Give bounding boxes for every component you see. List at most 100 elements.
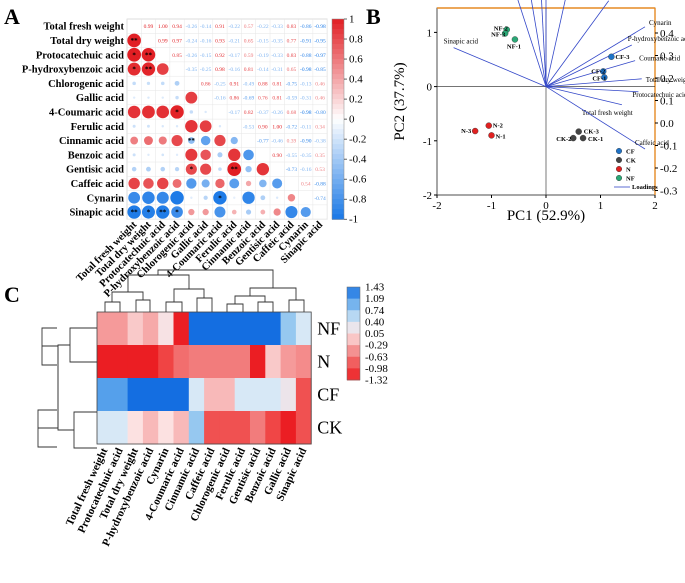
heatmap-cell (188, 312, 205, 346)
heatmap-row-label: N (317, 352, 330, 372)
correlation-dot (188, 208, 195, 216)
y-tick-label: -2 (423, 190, 432, 202)
heatmap-cell (112, 411, 128, 445)
heatmap-cell (280, 378, 297, 412)
significance-mark: ** (231, 166, 239, 174)
heatmap-cell (234, 345, 251, 379)
heatmap-cell (127, 345, 144, 379)
legend-label: NF (626, 176, 635, 183)
colorbar-step (332, 44, 344, 50)
correlation-value: 0.59 (244, 53, 254, 59)
dendrogram-branch (226, 303, 244, 312)
correlation-value: -0.11 (300, 124, 312, 130)
colorbar-step (332, 64, 344, 70)
heatmap-cell (219, 378, 236, 412)
correlation-dot (147, 124, 150, 128)
correlation-dot (187, 137, 195, 144)
heatmap-cell (142, 312, 159, 346)
loading-label: Coumaric acid (639, 55, 681, 63)
colorbar-step (332, 169, 344, 175)
colorbar-tick-label: 1 (349, 14, 355, 26)
score-point (608, 53, 615, 60)
score-point-label: CK-3 (584, 129, 600, 136)
heatmap-cell (158, 411, 174, 445)
colorbar-step (347, 310, 360, 323)
correlation-dot (287, 194, 296, 202)
correlation-dot (161, 125, 164, 128)
row-label: P-hydroxybenzoic acid (22, 65, 124, 76)
row-label: Sinapic acid (69, 208, 124, 219)
colorbar-step (332, 74, 344, 80)
right-tick-label: -0.1 (660, 141, 677, 153)
correlation-value: 0.81 (272, 96, 282, 102)
x-tick-label: 1 (598, 200, 604, 212)
heatmap-cell (295, 312, 312, 346)
correlation-dot (127, 33, 141, 48)
correlation-value: -0.49 (243, 81, 255, 87)
row-label: 4-Coumaric acid (49, 107, 124, 118)
correlation-value: 0.94 (172, 24, 182, 30)
correlation-value: -0.22 (229, 24, 241, 30)
correlation-value: -0.98 (314, 24, 326, 30)
panel-letter-c: C (4, 282, 20, 307)
heatmap-cell (295, 411, 312, 445)
colorbar-step (332, 119, 344, 125)
correlation-dot (132, 96, 136, 99)
colorbar-tick-label: -0.4 (349, 154, 367, 166)
correlation-dot (175, 125, 179, 128)
score-point-label: NF-3 (491, 31, 506, 38)
correlation-value: 0.82 (244, 110, 254, 116)
correlation-dot (171, 206, 183, 218)
score-point (511, 36, 519, 43)
heatmap-cell (265, 411, 281, 445)
correlation-value: -0.33 (271, 24, 283, 30)
colorbar-step (332, 104, 344, 110)
score-point (579, 134, 587, 142)
correlation-dot (213, 191, 227, 205)
colorbar-tick-label: 1.43 (365, 282, 385, 294)
correlation-value: 1.00 (158, 24, 168, 30)
dendrogram-branch (249, 287, 297, 300)
colorbar-tick-label: 0.40 (365, 316, 385, 328)
significance-mark: * (147, 209, 151, 217)
correlation-value: -0.85 (314, 67, 326, 73)
score-point (488, 132, 495, 139)
heatmap-cell (97, 378, 113, 412)
heatmap-cell (127, 312, 144, 346)
dendrogram-branch (37, 409, 57, 448)
correlation-value: 0.76 (258, 96, 268, 102)
colorbar-step (332, 49, 344, 55)
correlation-value: 0.54 (301, 181, 311, 187)
colorbar-step (332, 84, 344, 90)
colorbar-step (332, 19, 344, 25)
loading-arrow (453, 47, 547, 87)
correlation-value: -0.88 (300, 53, 312, 59)
correlation-value: -0.17 (229, 110, 241, 116)
correlation-dot (201, 179, 210, 188)
correlation-value: 0.85 (172, 53, 182, 59)
correlation-value: 0.90 (272, 153, 282, 159)
colorbar-tick-label: -0.6 (349, 174, 367, 186)
correlation-dot (231, 209, 237, 215)
colorbar-step (332, 124, 344, 130)
correlation-dot (273, 208, 281, 216)
correlation-value: 0.81 (244, 67, 254, 73)
correlation-value: -0.22 (257, 24, 269, 30)
correlation-dot (230, 136, 238, 145)
correlation-dot (132, 81, 136, 86)
legend-marker (616, 165, 623, 172)
correlation-dot (127, 205, 141, 219)
colorbar-tick-label: 0.4 (349, 74, 363, 86)
correlation-value: -0.91 (300, 38, 312, 44)
colorbar-step (332, 89, 344, 95)
score-point-label: N-2 (493, 123, 503, 130)
heatmap-cell (204, 411, 220, 445)
correlation-value: -0.98 (300, 110, 312, 116)
heatmap-cell (234, 378, 251, 412)
colorbar-tick-label: 0 (349, 114, 355, 126)
correlation-value: -0.25 (214, 81, 226, 87)
y-tick-label: -1 (423, 136, 432, 148)
row-label: Gentisic acid (66, 165, 124, 176)
heatmap-cell (219, 411, 236, 445)
